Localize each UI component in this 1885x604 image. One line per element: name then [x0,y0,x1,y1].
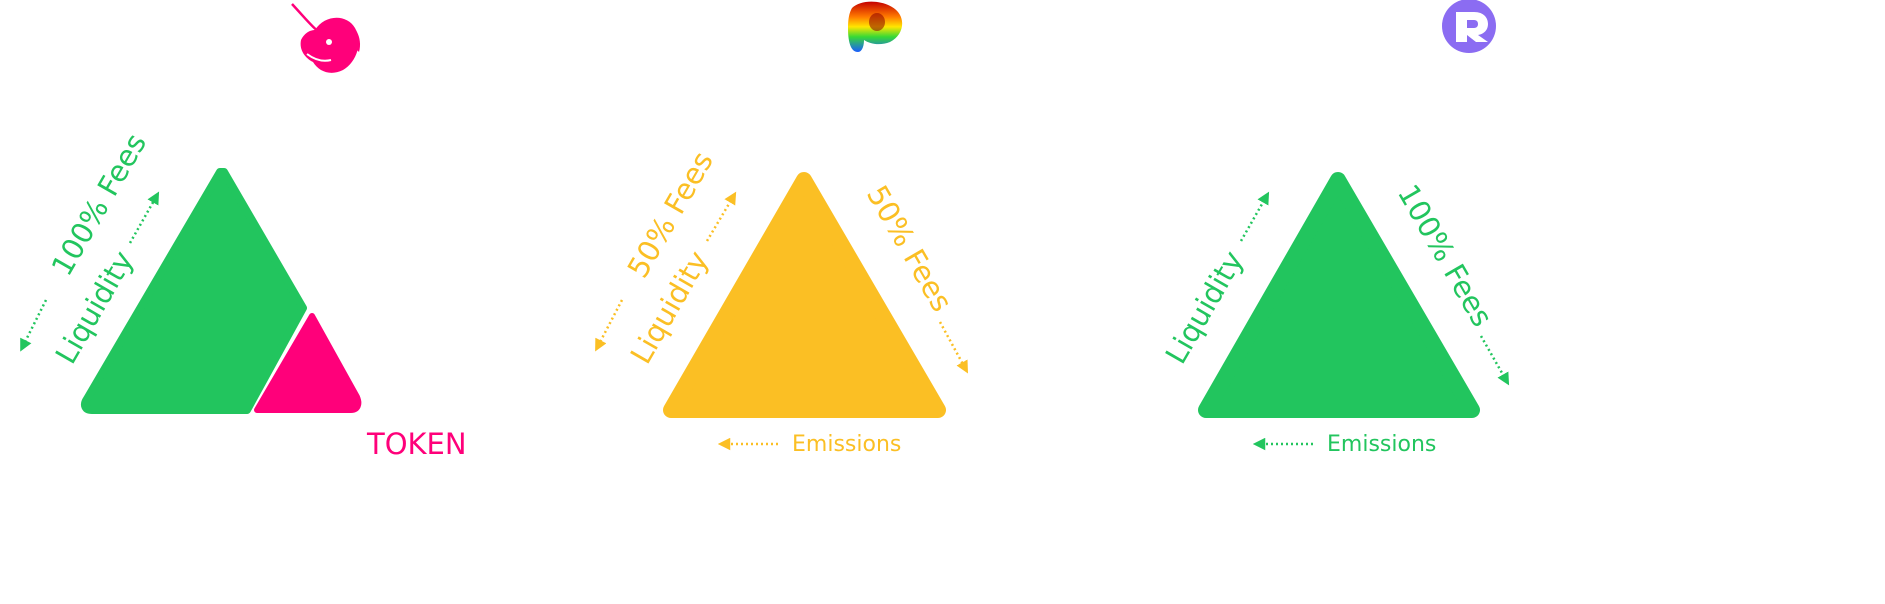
liquidity-arrow-down [595,299,624,352]
liquidity-triangle [663,172,946,418]
panel-r: Liquidity 100% Fees Emissions [1159,0,1510,457]
uniswap-unicorn-logo [291,3,361,73]
panel-curve: 50% Fees Liquidity 50% Fees Emissions [595,1,968,457]
emissions-label: Emissions [1327,432,1436,457]
emissions-label: Emissions [792,432,901,457]
panel-uniswap: 100% Fees Liquidity TOKEN [20,3,467,461]
r-logo [1442,0,1496,53]
liquidity-region [80,168,307,414]
fees-arrow-up [128,191,160,244]
liquidity-arrow-up [1239,191,1270,242]
token-label: TOKEN [366,427,467,461]
liquidity-arrow-down [20,299,48,352]
curve-logo [848,1,903,53]
fees-label: 100% Fees [45,128,153,282]
fees-arrow-down [1479,335,1510,386]
fees-left-arrow-up [705,191,737,242]
liquidity-triangle [1198,172,1480,418]
fees-right-arrow-down [938,321,968,374]
token-region [254,313,362,413]
